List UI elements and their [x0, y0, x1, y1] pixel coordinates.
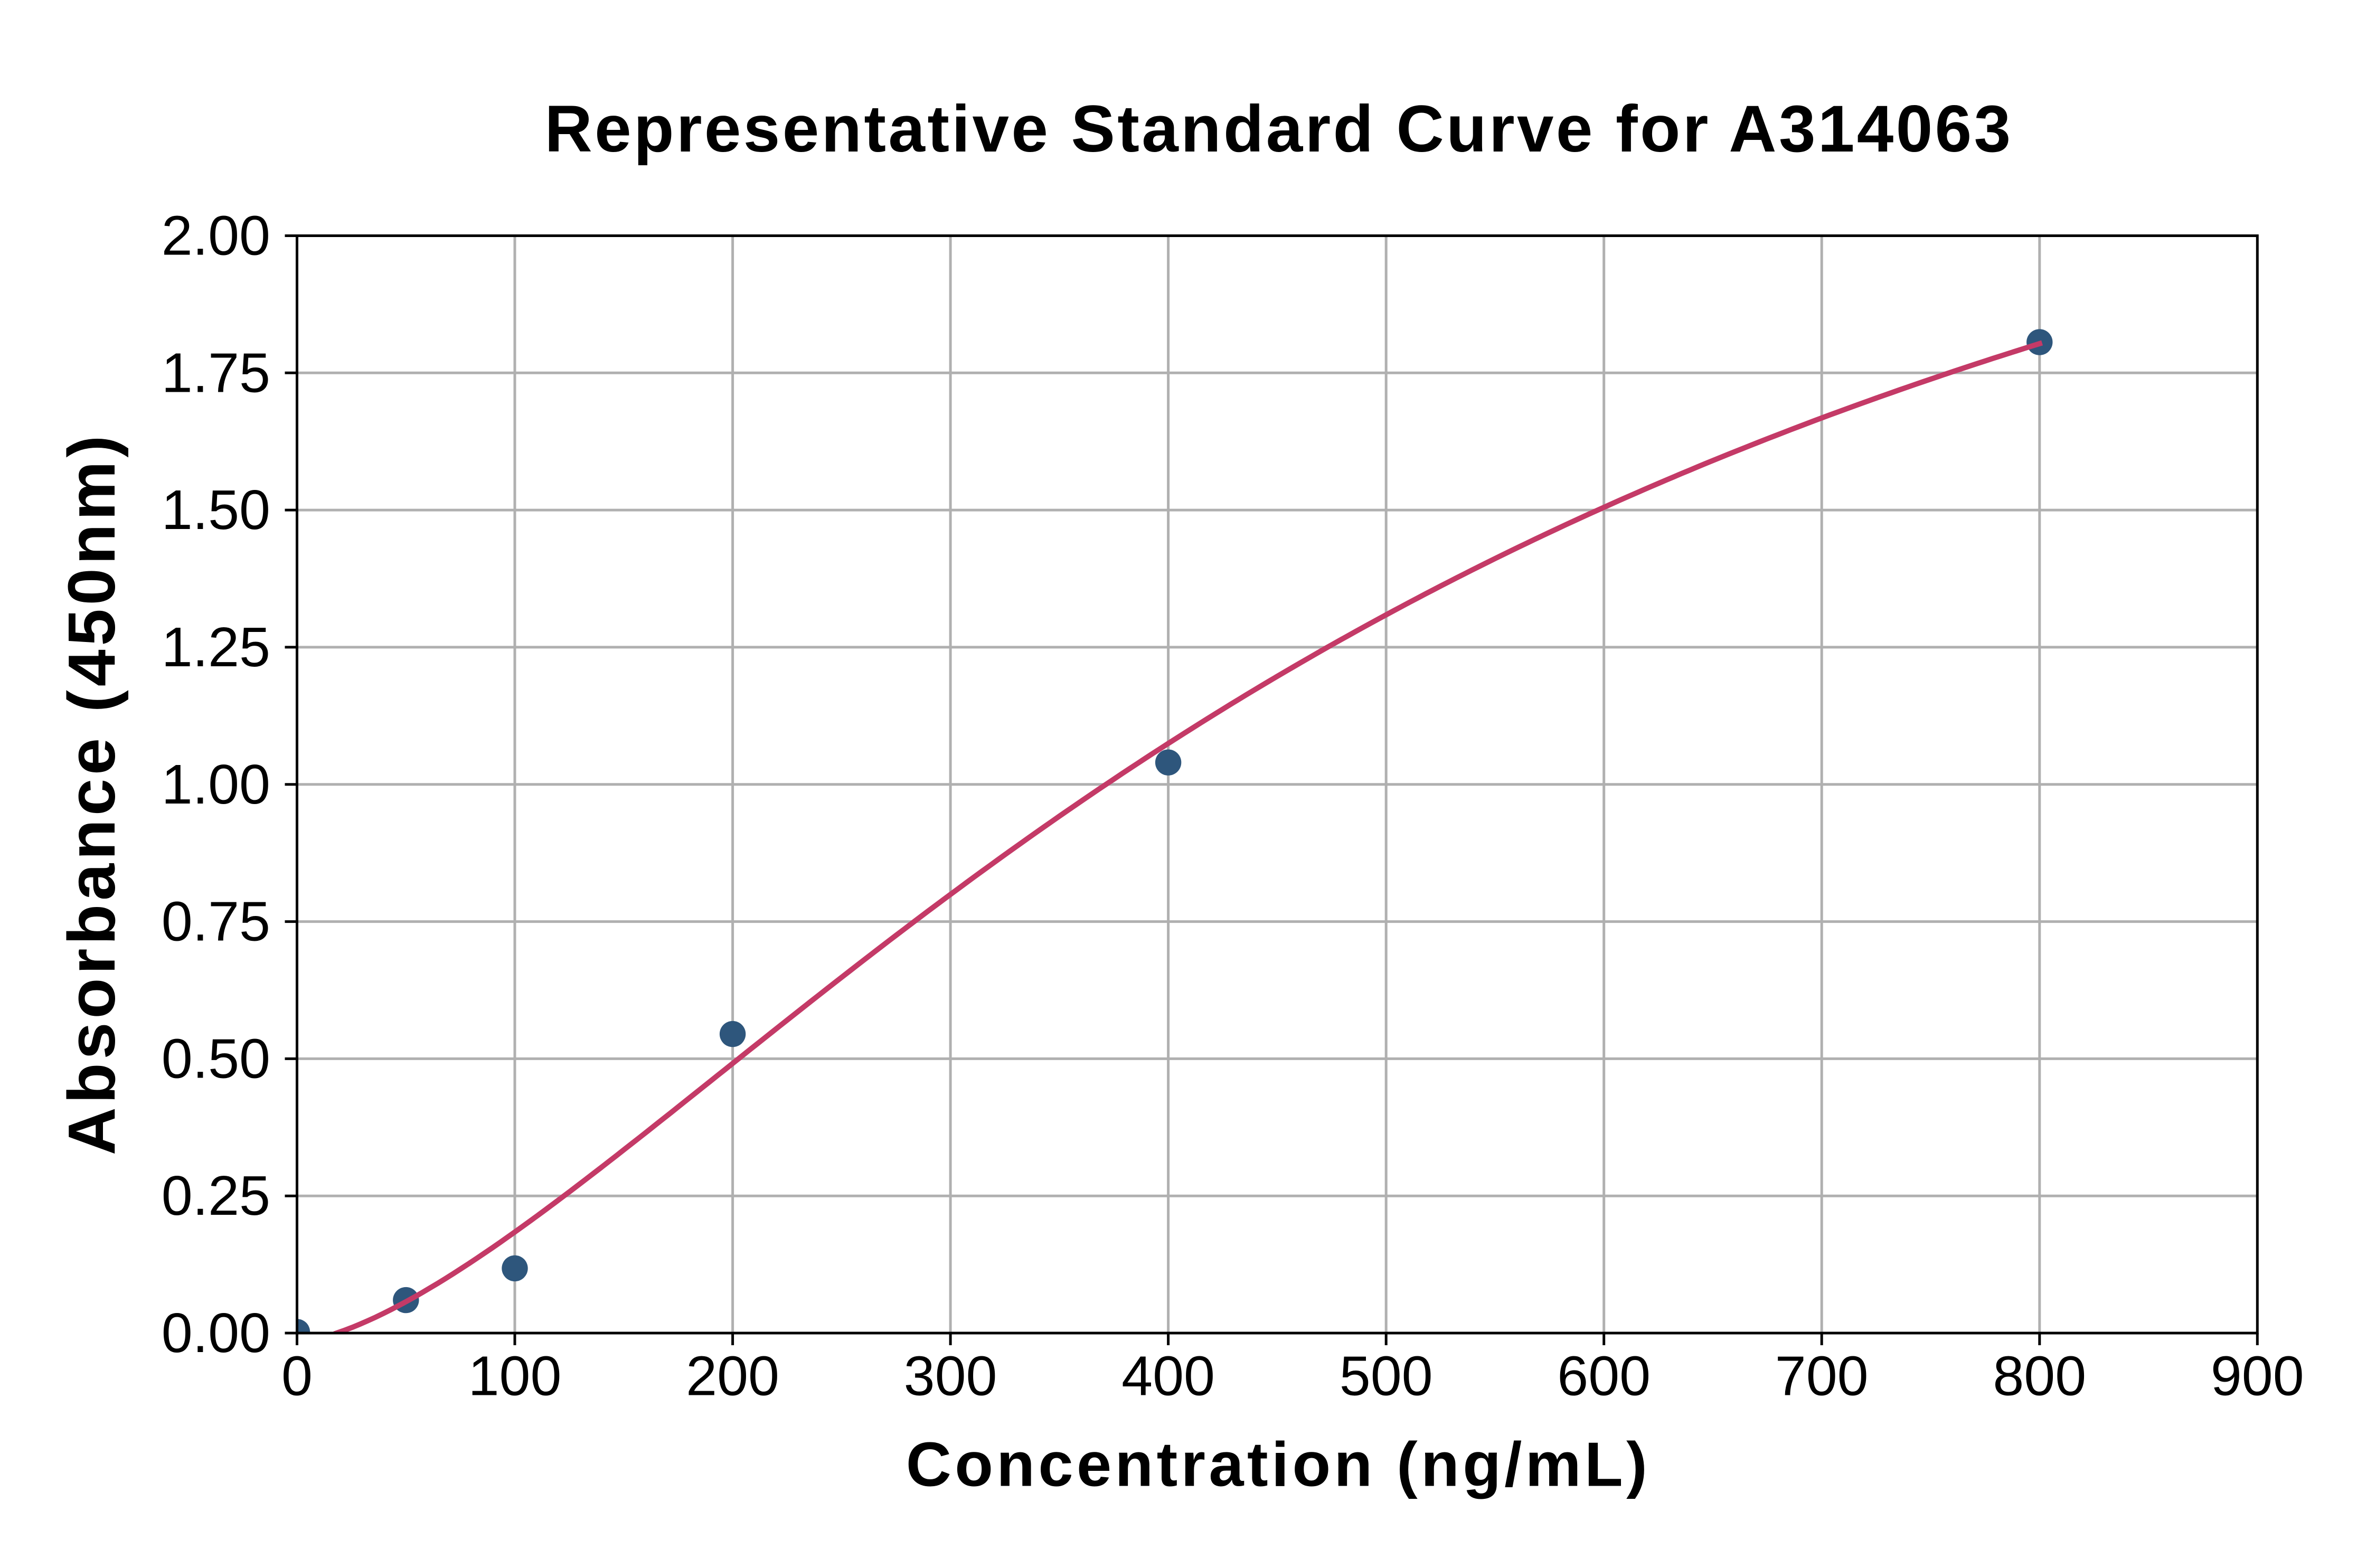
svg-text:Representative Standard Curve: Representative Standard Curve for A31406… — [545, 92, 2013, 166]
svg-text:1.25: 1.25 — [162, 616, 270, 678]
svg-text:0.75: 0.75 — [162, 891, 270, 953]
svg-text:0: 0 — [281, 1345, 313, 1408]
svg-text:Concentration (ng/mL): Concentration (ng/mL) — [906, 1430, 1651, 1500]
svg-text:500: 500 — [1340, 1345, 1433, 1408]
svg-text:200: 200 — [686, 1345, 779, 1408]
svg-text:0.25: 0.25 — [162, 1165, 270, 1227]
svg-text:0.50: 0.50 — [162, 1027, 270, 1090]
svg-text:Absorbance (450nm): Absorbance (450nm) — [54, 432, 129, 1156]
svg-text:600: 600 — [1557, 1345, 1651, 1408]
svg-text:2.00: 2.00 — [162, 205, 270, 267]
svg-text:0.00: 0.00 — [162, 1302, 270, 1364]
svg-text:1.50: 1.50 — [162, 479, 270, 541]
svg-text:700: 700 — [1775, 1345, 1869, 1408]
svg-text:800: 800 — [1993, 1345, 2086, 1408]
svg-text:1.00: 1.00 — [162, 753, 270, 816]
svg-text:100: 100 — [468, 1345, 562, 1408]
svg-text:1.75: 1.75 — [162, 342, 270, 404]
svg-text:900: 900 — [2211, 1345, 2304, 1408]
svg-text:300: 300 — [904, 1345, 997, 1408]
svg-text:400: 400 — [1121, 1345, 1215, 1408]
